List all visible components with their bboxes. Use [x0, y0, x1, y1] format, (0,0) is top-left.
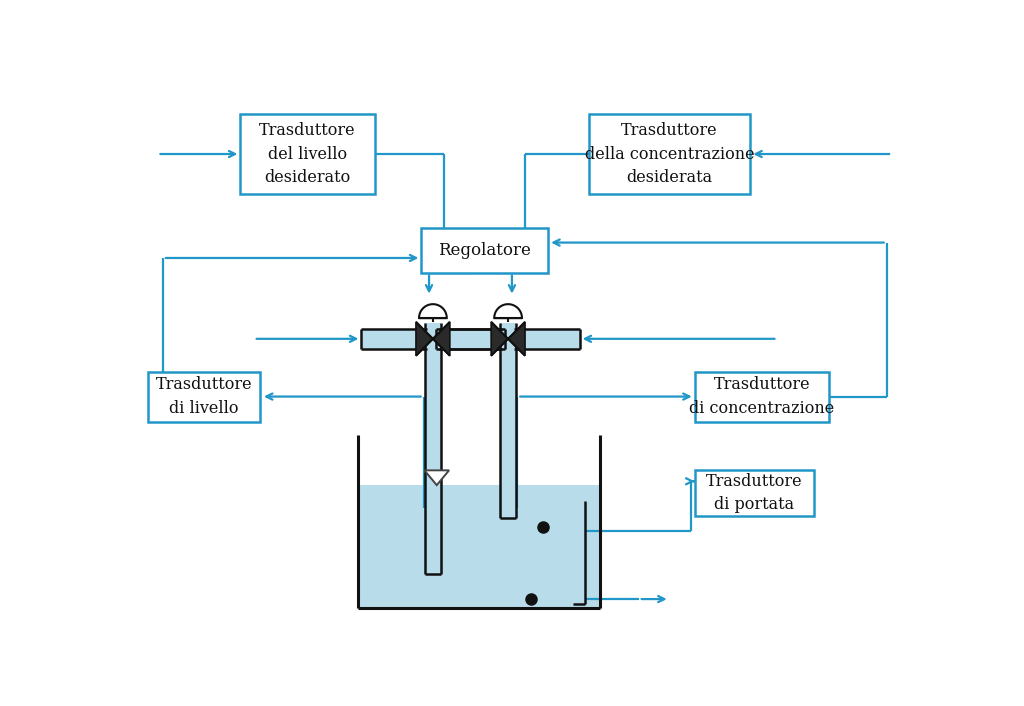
- Text: Trasduttore
della concentrazione
desiderata: Trasduttore della concentrazione desider…: [585, 122, 755, 186]
- Bar: [361, 329, 427, 349]
- Polygon shape: [433, 322, 450, 356]
- Polygon shape: [416, 322, 433, 356]
- Bar: [425, 323, 440, 574]
- Bar: [514, 329, 580, 349]
- Bar: [501, 323, 516, 518]
- Polygon shape: [495, 304, 522, 318]
- Text: Regolatore: Regolatore: [438, 241, 531, 259]
- Bar: [694, 371, 829, 421]
- Text: Trasduttore
di concentrazione: Trasduttore di concentrazione: [689, 376, 835, 417]
- Bar: [357, 485, 600, 609]
- Bar: [436, 329, 502, 349]
- Text: Trasduttore
di portata: Trasduttore di portata: [706, 472, 803, 513]
- Polygon shape: [424, 470, 450, 485]
- Polygon shape: [508, 322, 525, 356]
- Bar: [241, 114, 375, 194]
- Bar: [589, 114, 751, 194]
- Polygon shape: [492, 322, 508, 356]
- Bar: [421, 228, 548, 273]
- Bar: [147, 371, 259, 421]
- Text: Trasduttore
del livello
desiderato: Trasduttore del livello desiderato: [259, 122, 356, 186]
- Bar: [439, 329, 505, 349]
- Bar: [694, 469, 814, 516]
- Polygon shape: [419, 304, 446, 318]
- Text: Trasduttore
di livello: Trasduttore di livello: [156, 376, 252, 417]
